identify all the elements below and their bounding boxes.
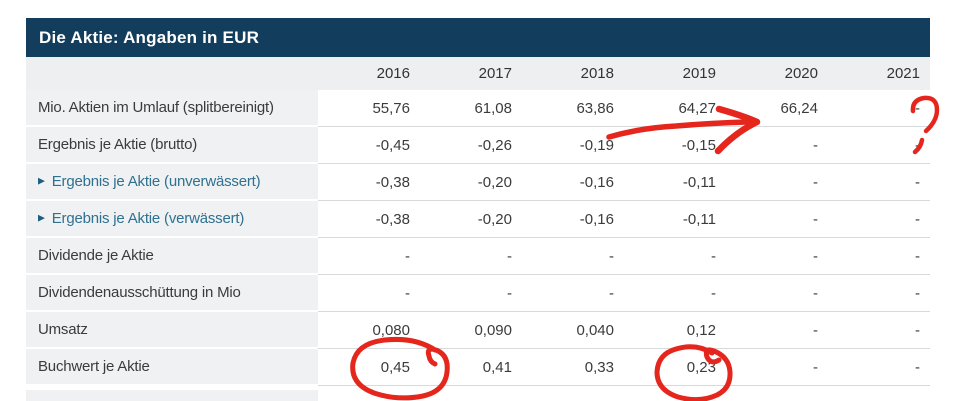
value-cell: - [420, 238, 522, 275]
table-title-bar: Die Aktie: Angaben in EUR [26, 18, 930, 57]
table-row: Buchwert je Aktie 0,45 0,41 0,33 0,23- - [26, 349, 930, 386]
next-row-stub [26, 390, 318, 401]
value-cell: -0,38 [318, 201, 420, 238]
value-cell: - [828, 238, 930, 275]
stock-data-table-card: Die Aktie: Angaben in EUR 2016 2017 2018 20… [26, 18, 930, 401]
value-cell: 66,24 [726, 90, 828, 127]
value-cell: 0,040 [522, 312, 624, 349]
value-cell: - [828, 90, 930, 127]
table-row: Dividendenausschüttung in Mio - - - - - - [26, 275, 930, 312]
value-cell: -0,20 [420, 164, 522, 201]
expand-triangle-icon: ▶ [38, 175, 45, 186]
value-cell: - [726, 201, 828, 238]
value-cell: - [828, 127, 930, 164]
row-label: Buchwert je Aktie [26, 349, 318, 384]
year-column-header: 2020 [784, 65, 818, 82]
value-cell: -0,16 [522, 164, 624, 201]
row-label: Dividendenausschüttung in Mio [26, 275, 318, 310]
table-row: ▶ Ergebnis je Aktie (unverwässert) -0,38 -0… [26, 164, 930, 201]
expand-triangle-icon: ▶ [38, 212, 45, 223]
row-label-link[interactable]: ▶ Ergebnis je Aktie (verwässert) [26, 201, 318, 236]
row-label: Mio. Aktien im Umlauf (splitbereinigt) [26, 90, 318, 125]
value-cell: 0,33 [522, 349, 624, 386]
value-cell: - [828, 275, 930, 312]
value-cell: -0,11 [624, 164, 726, 201]
table-row: ▶ Ergebnis je Aktie (verwässert) -0,38 -0,2… [26, 201, 930, 238]
value-cell: - [726, 238, 828, 275]
value-cell: 0,090 [420, 312, 522, 349]
row-label-text: Dividende je Aktie [38, 247, 154, 264]
value-cell: - [828, 201, 930, 238]
row-label-text: Umsatz [38, 321, 88, 338]
row-label: Umsatz [26, 312, 318, 347]
year-header-spacer [26, 57, 318, 90]
value-cell: - [624, 238, 726, 275]
row-label-text: Mio. Aktien im Umlauf (splitbereinigt) [38, 99, 274, 116]
year-column-header: 2019 [682, 65, 716, 82]
value-cell: -0,26 [420, 127, 522, 164]
value-cell: - [726, 275, 828, 312]
value-cell: -0,16 [522, 201, 624, 238]
value-cell: 0,12 [624, 312, 726, 349]
row-label-text: Dividendenausschüttung in Mio [38, 284, 241, 301]
row-label-text: Ergebnis je Aktie (verwässert) [51, 210, 245, 227]
row-label: Ergebnis je Aktie (brutto) [26, 127, 318, 162]
row-label: Dividende je Aktie [26, 238, 318, 273]
value-cell: - [522, 275, 624, 312]
year-column-header: 2016 [376, 65, 410, 82]
value-cell: 55,76 [318, 90, 420, 127]
value-cell: - [318, 275, 420, 312]
value-cell: 61,08 [420, 90, 522, 127]
value-cell: - [726, 127, 828, 164]
value-cell: 0,23 [624, 349, 726, 386]
year-column-header: 2018 [580, 65, 614, 82]
value-cell: -0,11 [624, 201, 726, 238]
table-row: Umsatz 0,080 0,090 0,040 0,12- - [26, 312, 930, 349]
value-cell: - [522, 238, 624, 275]
value-cell: - [726, 164, 828, 201]
value-cell: -0,15 [624, 127, 726, 164]
value-cell: - [828, 312, 930, 349]
row-label-link[interactable]: ▶ Ergebnis je Aktie (unverwässert) [26, 164, 318, 199]
row-label-text: Buchwert je Aktie [38, 358, 150, 375]
value-cell: 63,86 [522, 90, 624, 127]
table-row: Mio. Aktien im Umlauf (splitbereinigt) 55… [26, 90, 930, 127]
table-row: Dividende je Aktie - - - - - - [26, 238, 930, 275]
value-cell: -0,38 [318, 164, 420, 201]
value-cell: - [828, 349, 930, 386]
value-cell: - [726, 312, 828, 349]
year-column-header: 2021 [886, 65, 920, 82]
table-title: Die Aktie: Angaben in EUR [39, 27, 260, 47]
year-column-header: 2017 [478, 65, 512, 82]
value-cell: 64,27 [624, 90, 726, 127]
value-cell: -0,45 [318, 127, 420, 164]
value-cell: - [726, 349, 828, 386]
value-cell: - [624, 275, 726, 312]
row-label-text: Ergebnis je Aktie (unverwässert) [51, 173, 261, 190]
value-cell: - [420, 275, 522, 312]
value-cell: - [318, 238, 420, 275]
value-cell: 0,080 [318, 312, 420, 349]
table-row: Ergebnis je Aktie (brutto) -0,45 -0,26 -0,1… [26, 127, 930, 164]
value-cell: -0,20 [420, 201, 522, 238]
year-header-row: 2016 2017 2018 2019 2020 2021 [26, 57, 930, 90]
value-cell: - [828, 164, 930, 201]
value-cell: 0,41 [420, 349, 522, 386]
row-label-text: Ergebnis je Aktie (brutto) [38, 136, 198, 153]
value-cell: -0,19 [522, 127, 624, 164]
table-body: Mio. Aktien im Umlauf (splitbereinigt) 55… [26, 90, 930, 386]
value-cell: 0,45 [318, 349, 420, 386]
